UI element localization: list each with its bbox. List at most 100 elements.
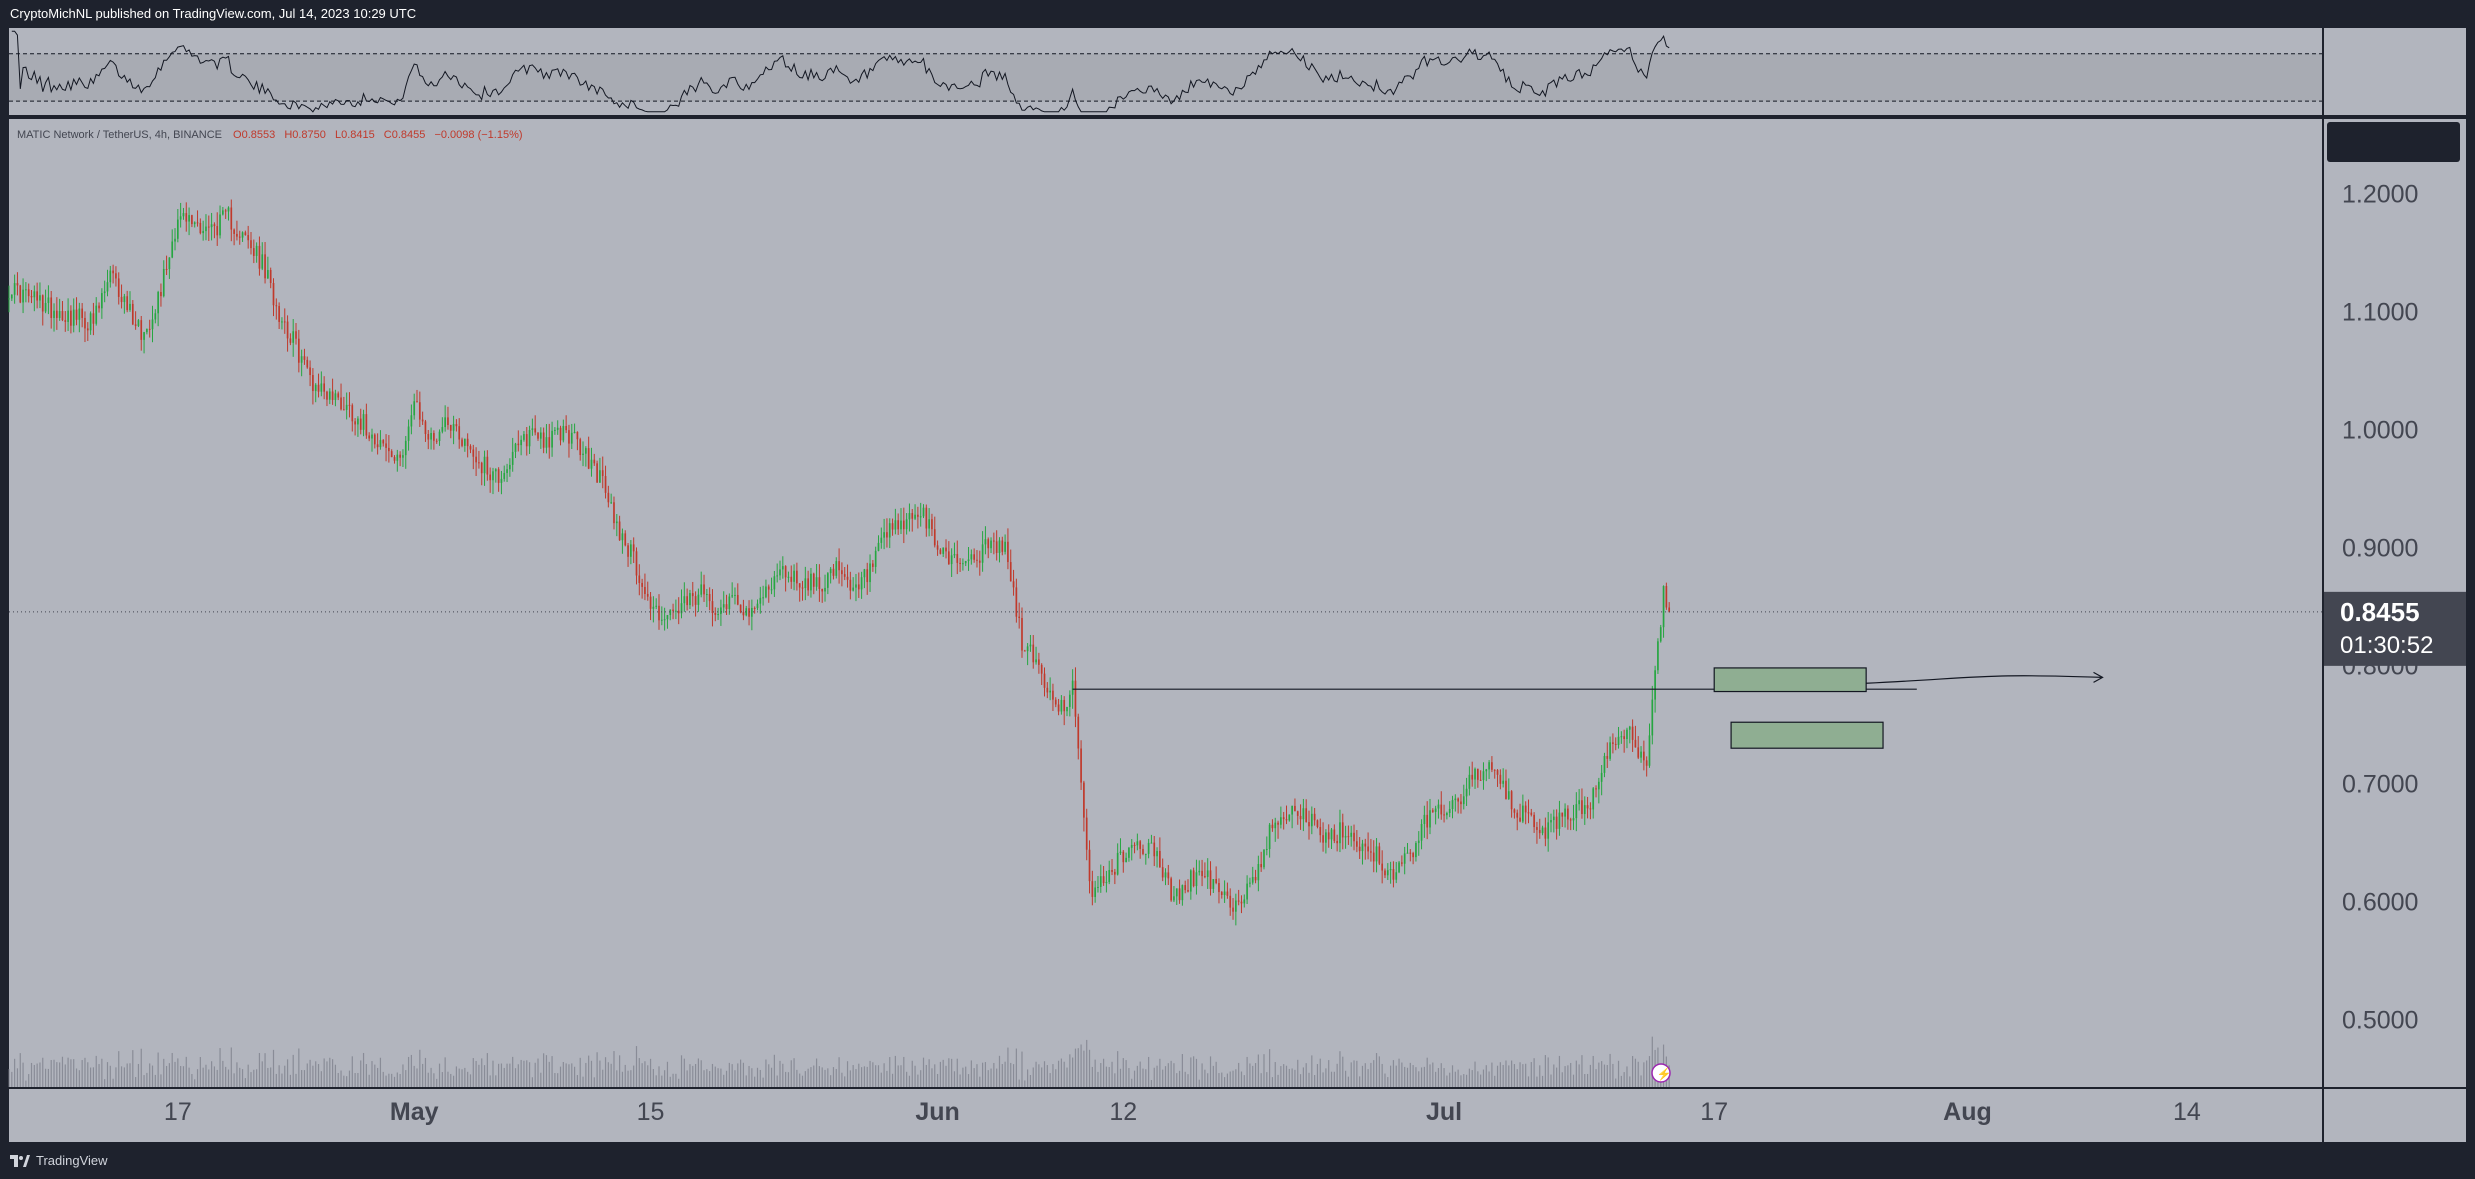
volume-bar (1632, 1055, 1634, 1087)
candle (233, 228, 235, 246)
candle (1510, 790, 1513, 818)
event-marker[interactable]: ⚡ (1651, 1063, 1672, 1083)
candle (1043, 667, 1046, 697)
candle (804, 566, 807, 601)
candle (58, 298, 61, 321)
volume-bar (104, 1079, 106, 1087)
volume-bar (87, 1062, 89, 1087)
candle (1277, 820, 1279, 839)
volume-bar (821, 1067, 823, 1087)
volume-bar (832, 1067, 835, 1087)
drawing-layer[interactable] (9, 611, 2322, 749)
volume-bar (537, 1058, 539, 1087)
demand-zone[interactable] (1730, 721, 1884, 749)
volume-bar (396, 1072, 398, 1087)
volume-bar (1145, 1069, 1147, 1087)
volume-bar (1646, 1060, 1648, 1087)
volume-bar (1021, 1051, 1023, 1087)
volume-bar (1105, 1066, 1108, 1087)
volume-bar (413, 1065, 415, 1087)
volume-bar (410, 1054, 412, 1087)
candle (1339, 809, 1341, 853)
volume-bar (604, 1057, 607, 1087)
volume-bar (1488, 1071, 1490, 1087)
volume-bar (703, 1070, 705, 1087)
candle (1063, 696, 1066, 726)
volume-bar (1640, 1075, 1642, 1087)
candle (1316, 819, 1319, 829)
volume-bar (8, 1069, 10, 1087)
candle (30, 290, 33, 304)
candle (1268, 823, 1271, 858)
candle (1451, 795, 1454, 819)
volume-bar (1072, 1057, 1074, 1087)
candle (112, 264, 114, 284)
candle (210, 212, 213, 241)
candle (1153, 835, 1156, 867)
candle (1032, 635, 1035, 669)
candle (19, 284, 22, 304)
volume-bar (1297, 1059, 1299, 1087)
volume-bar (28, 1074, 30, 1087)
volume-bar (298, 1048, 300, 1087)
candle (1547, 811, 1550, 852)
main-pane[interactable] (9, 119, 2322, 1087)
candle (1406, 842, 1409, 854)
volume-bar (669, 1076, 671, 1087)
volume-bar (1449, 1072, 1451, 1087)
candle (331, 378, 334, 405)
candle (1175, 888, 1178, 906)
volume-bar (838, 1057, 840, 1087)
candle (1170, 876, 1172, 902)
volume-bar (1612, 1063, 1614, 1087)
time-axis-pane[interactable] (9, 1089, 2322, 1142)
candle (345, 392, 348, 420)
candle (846, 564, 849, 588)
candle (382, 439, 385, 447)
candle (1567, 805, 1569, 830)
candle (1012, 569, 1015, 596)
volume-bar (551, 1056, 553, 1087)
volume-bar (1074, 1048, 1077, 1087)
candle (1288, 814, 1291, 822)
y-tick-label: 0.6000 (2342, 889, 2418, 917)
forecast-arrow[interactable] (1866, 675, 2103, 684)
volume-bar (810, 1067, 812, 1087)
volume-bar (692, 1065, 694, 1087)
candle (1460, 794, 1462, 814)
volume-bar (326, 1061, 328, 1087)
candle (1583, 796, 1586, 825)
volume-bar (160, 1074, 162, 1087)
volume-bar (1108, 1067, 1110, 1087)
candle (1344, 825, 1347, 849)
candle (877, 535, 880, 552)
volume-bar (717, 1068, 719, 1087)
candle (1083, 780, 1085, 832)
volume-bar (180, 1065, 182, 1087)
ohlc-low: L0.8415 (335, 129, 375, 141)
volume-bar (289, 1074, 291, 1087)
candle (869, 554, 871, 592)
candle (759, 586, 762, 614)
volume-bar (1288, 1068, 1290, 1087)
candle (174, 228, 176, 251)
candle (1313, 807, 1316, 826)
lightning-icon: ⚡ (1657, 1067, 1672, 1081)
volume-bar (340, 1070, 342, 1087)
volume-bar (1001, 1064, 1003, 1087)
candle (649, 591, 652, 621)
candle (176, 209, 179, 243)
volume-bar (742, 1062, 745, 1087)
candle (244, 230, 247, 236)
volume-bar (799, 1073, 801, 1087)
volume-bar (301, 1070, 303, 1087)
volume-bar (807, 1068, 809, 1087)
candle (306, 356, 309, 369)
volume-bar (922, 1057, 925, 1087)
candle (635, 547, 638, 585)
demand-zone[interactable] (1713, 667, 1867, 693)
volume-bar (861, 1067, 863, 1087)
volume-bar (33, 1064, 35, 1087)
volume-bar (891, 1073, 894, 1087)
